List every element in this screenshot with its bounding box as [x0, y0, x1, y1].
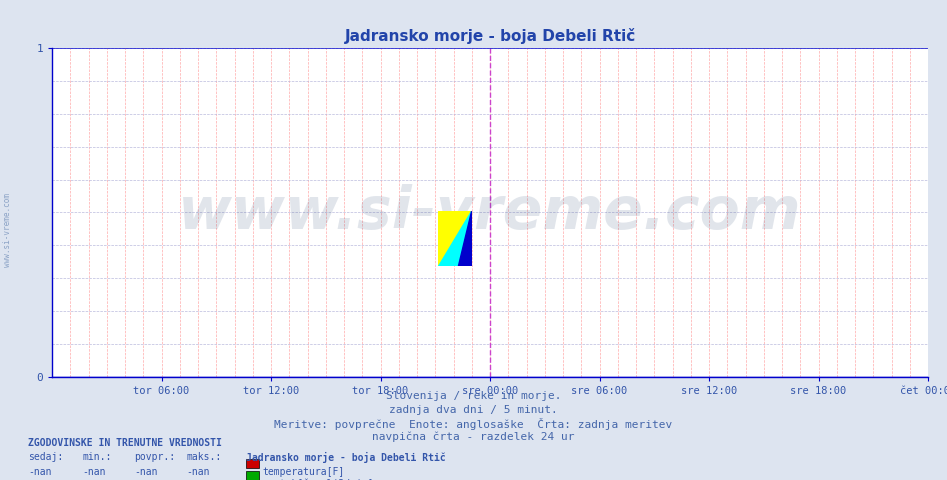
- Text: Jadransko morje - boja Debeli Rtič: Jadransko morje - boja Debeli Rtič: [246, 452, 446, 463]
- Text: -nan: -nan: [82, 479, 106, 480]
- Text: -nan: -nan: [28, 479, 52, 480]
- Text: -nan: -nan: [28, 467, 52, 477]
- Polygon shape: [458, 211, 472, 266]
- Polygon shape: [438, 211, 472, 266]
- Text: pretok[čevelj3/min]: pretok[čevelj3/min]: [262, 479, 374, 480]
- Text: -nan: -nan: [82, 467, 106, 477]
- Text: min.:: min.:: [82, 452, 112, 462]
- Polygon shape: [438, 211, 472, 266]
- Text: zadnja dva dni / 5 minut.: zadnja dva dni / 5 minut.: [389, 405, 558, 415]
- Text: Slovenija / reke in morje.: Slovenija / reke in morje.: [385, 391, 562, 401]
- Text: sedaj:: sedaj:: [28, 452, 63, 462]
- Text: Meritve: povprečne  Enote: anglosaške  Črta: zadnja meritev: Meritve: povprečne Enote: anglosaške Črt…: [275, 418, 672, 430]
- Text: www.si-vreme.com: www.si-vreme.com: [3, 193, 12, 267]
- Text: povpr.:: povpr.:: [134, 452, 175, 462]
- Text: maks.:: maks.:: [187, 452, 222, 462]
- Text: temperatura[F]: temperatura[F]: [262, 467, 345, 477]
- Text: navpična črta - razdelek 24 ur: navpična črta - razdelek 24 ur: [372, 432, 575, 442]
- Text: -nan: -nan: [187, 479, 210, 480]
- Text: -nan: -nan: [134, 479, 158, 480]
- Text: ZGODOVINSKE IN TRENUTNE VREDNOSTI: ZGODOVINSKE IN TRENUTNE VREDNOSTI: [28, 438, 223, 448]
- Text: -nan: -nan: [187, 467, 210, 477]
- Text: www.si-vreme.com: www.si-vreme.com: [178, 184, 802, 241]
- Text: -nan: -nan: [134, 467, 158, 477]
- Title: Jadransko morje - boja Debeli Rtič: Jadransko morje - boja Debeli Rtič: [345, 28, 635, 44]
